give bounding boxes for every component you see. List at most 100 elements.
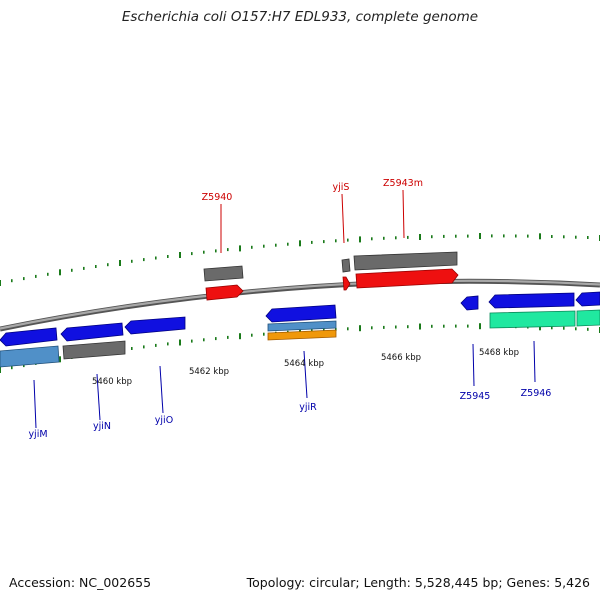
outer-tick-17 (203, 250, 205, 254)
outer-tick-31 (371, 237, 373, 241)
inner-tick-0 (0, 367, 1, 373)
gene-label-z5943m[interactable]: Z5943m (383, 178, 423, 189)
outer-tick-6 (71, 268, 73, 272)
outer-tick-26 (311, 240, 313, 244)
inner-tick-14 (167, 342, 169, 346)
inner-tick-22 (263, 332, 265, 336)
feature-rna-z5943m[interactable] (355, 268, 459, 289)
feature-cds-yjim[interactable] (0, 327, 58, 347)
outer-tick-2 (23, 277, 25, 281)
gene-labels: Z5940 yjiS Z5943m yjiM yjiN yjiO yjiR Z5… (28, 178, 551, 440)
feature-misc-yjir[interactable] (267, 320, 337, 332)
outer-tick-20 (239, 245, 241, 252)
outer-tick-39 (467, 234, 469, 238)
inner-tick-33 (395, 325, 397, 329)
scale-label-5468: 5468 kbp (479, 348, 519, 358)
outer-tick-33 (395, 236, 397, 240)
callout-line-yjim (33, 379, 37, 429)
inner-tick-40 (479, 323, 481, 330)
inner-tick-28 (335, 327, 337, 331)
inner-tick-34 (407, 325, 409, 329)
inner-tick-37 (443, 324, 445, 328)
gene-label-yjis[interactable]: yjiS (333, 182, 350, 193)
outer-tick-24 (287, 242, 289, 246)
inner-tick-39 (467, 324, 469, 328)
gene-label-yjio[interactable]: yjiO (155, 415, 173, 426)
feature-rna-yjis[interactable] (342, 276, 351, 291)
inner-tick-27 (323, 328, 325, 332)
outer-tick-40 (479, 233, 481, 239)
accession-text: Accession: NC_002655 (9, 575, 152, 590)
feature-gene-z5943m[interactable] (353, 251, 458, 271)
scale-label-5462: 5462 kbp (189, 367, 229, 377)
inner-tick-13 (155, 343, 157, 347)
feature-cds-yjio[interactable] (124, 316, 186, 335)
gene-label-yjir[interactable]: yjiR (299, 402, 317, 413)
outer-tick-32 (383, 236, 385, 240)
scale-label-5466: 5466 kbp (381, 353, 421, 363)
outer-tick-42 (503, 234, 505, 238)
feature-misc-yjim[interactable] (0, 345, 60, 368)
callout-line-z5945 (472, 343, 475, 387)
outer-tick-49 (587, 236, 589, 239)
outer-tick-44 (527, 234, 529, 238)
outer-tick-37 (443, 234, 445, 238)
feature-track (0, 251, 600, 368)
outer-tick-46 (551, 235, 553, 238)
outer-tick-35 (419, 234, 421, 240)
callout-line-z5946 (533, 340, 536, 383)
feature-cds-yjir[interactable] (265, 304, 337, 323)
callout-line-yjir (303, 350, 308, 399)
inner-tick-31 (371, 326, 373, 330)
inner-tick-48 (575, 327, 577, 331)
inner-tick-18 (215, 337, 217, 341)
outer-tick-7 (83, 266, 85, 270)
genome-backbone (0, 279, 600, 330)
inner-tick-17 (203, 338, 205, 342)
inner-tick-21 (251, 333, 253, 337)
inner-tick-35 (419, 323, 421, 330)
feature-repeat-yjir[interactable] (267, 329, 337, 341)
outer-tick-4 (47, 272, 49, 276)
outer-tick-12 (143, 258, 145, 262)
outer-tick-13 (155, 256, 157, 260)
outer-tick-23 (275, 243, 277, 247)
genome-summary-text: Topology: circular; Length: 5,528,445 bp… (246, 575, 590, 590)
outer-tick-36 (431, 235, 433, 239)
inner-tick-20 (239, 333, 241, 340)
outer-tick-18 (215, 249, 217, 253)
inner-tick-2 (23, 364, 25, 368)
feature-gene-yjis[interactable] (341, 258, 351, 273)
scale-label-5464: 5464 kbp (284, 359, 324, 369)
feature-cds-z5946b[interactable] (575, 291, 600, 307)
inner-tick-16 (191, 339, 193, 343)
gene-label-z5940[interactable]: Z5940 (202, 192, 233, 203)
outer-tick-19 (227, 248, 229, 252)
outer-tick-3 (35, 274, 37, 278)
inner-tick-29 (347, 327, 349, 331)
outer-tick-45 (539, 233, 541, 240)
outer-tick-43 (515, 234, 517, 238)
gene-label-yjim[interactable]: yjiM (28, 429, 47, 440)
outer-tick-28 (335, 239, 337, 243)
feature-cds-z5945[interactable] (460, 295, 479, 311)
gene-label-z5946[interactable]: Z5946 (521, 388, 552, 399)
outer-tick-27 (323, 240, 325, 244)
callout-line-yjin (96, 373, 101, 421)
callout-line-z5943m (402, 189, 405, 239)
outer-tick-48 (575, 235, 577, 239)
feature-mobile-z5946[interactable] (489, 310, 576, 329)
callout-line-yjio (159, 365, 164, 414)
feature-gene-yjin[interactable] (62, 340, 126, 360)
feature-cds-z5946[interactable] (488, 292, 575, 309)
feature-rna-z5940[interactable] (205, 284, 244, 301)
label-callouts (33, 189, 536, 429)
gene-label-yjin[interactable]: yjiN (93, 421, 111, 432)
gene-label-z5945[interactable]: Z5945 (460, 391, 491, 402)
feature-mobile-z5946b[interactable] (576, 309, 600, 327)
inner-tick-19 (227, 335, 229, 339)
outer-tick-25 (299, 240, 301, 247)
feature-cds-yjin[interactable] (60, 322, 124, 342)
feature-gene-z5940[interactable] (203, 265, 244, 282)
